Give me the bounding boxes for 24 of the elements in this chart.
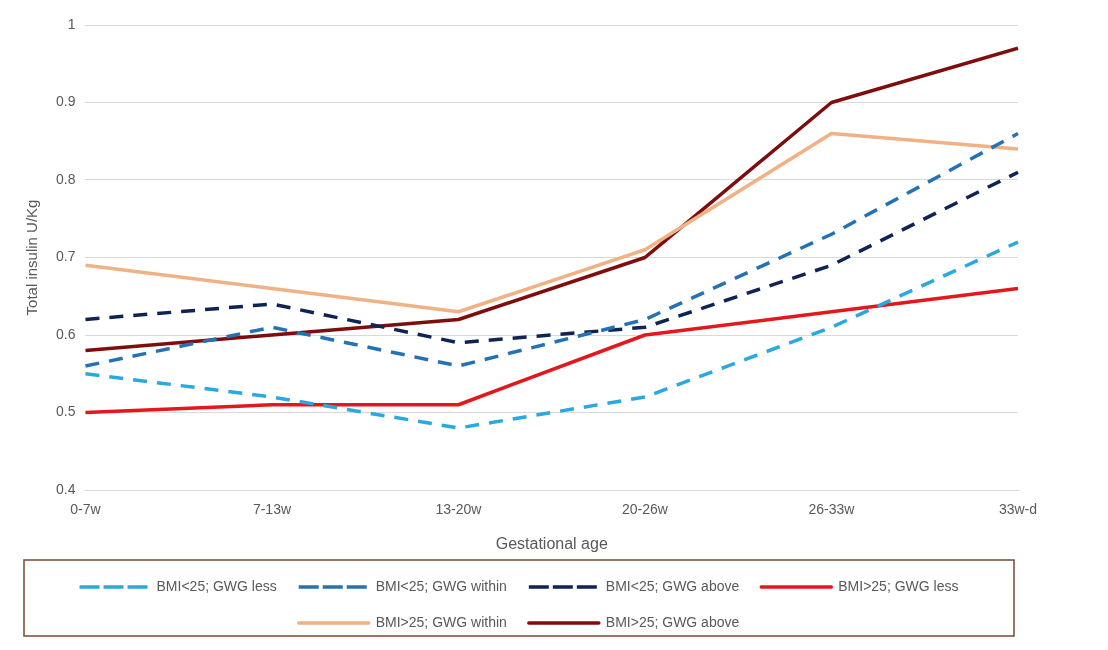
y-tick-label: 0.4 [55,480,76,497]
y-tick-label: 0.8 [55,170,76,187]
x-tick-label: 26-33w [808,501,856,518]
x-axis-title: Gestational age [495,534,608,552]
legend-label: BMI<25; GWG above [605,577,740,594]
x-tick-label: 20-26w [622,501,669,518]
y-axis-title: Total insulin U/Kg [23,199,41,316]
line-series [83,131,1020,368]
legend-label: BMI>25; GWG less [838,577,959,594]
legend-label: BMI>25; GWG within [375,613,507,630]
x-tick-label: 33w-d [998,501,1038,518]
y-tick-label: 0.9 [55,93,76,110]
x-tick-label: 0-7w [70,501,102,518]
y-tick-label: 0.7 [55,248,76,265]
line-series [83,170,1020,345]
legend-label: BMI>25; GWG above [605,613,740,630]
x-tick-label: 13-20w [435,501,483,518]
y-tick-label: 0.6 [55,325,76,342]
legend-label: BMI<25; GWG within [375,577,507,594]
y-tick-label: 1 [67,15,76,32]
legend-label: BMI<25; GWG less [156,577,277,594]
line-series [83,240,1020,430]
x-tick-label: 7-13w [252,501,292,518]
y-tick-label: 0.5 [55,403,76,420]
